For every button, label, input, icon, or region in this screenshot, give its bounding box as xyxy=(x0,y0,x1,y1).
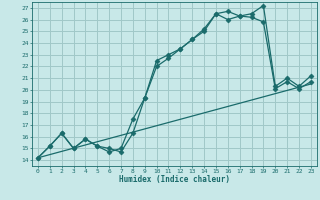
X-axis label: Humidex (Indice chaleur): Humidex (Indice chaleur) xyxy=(119,175,230,184)
